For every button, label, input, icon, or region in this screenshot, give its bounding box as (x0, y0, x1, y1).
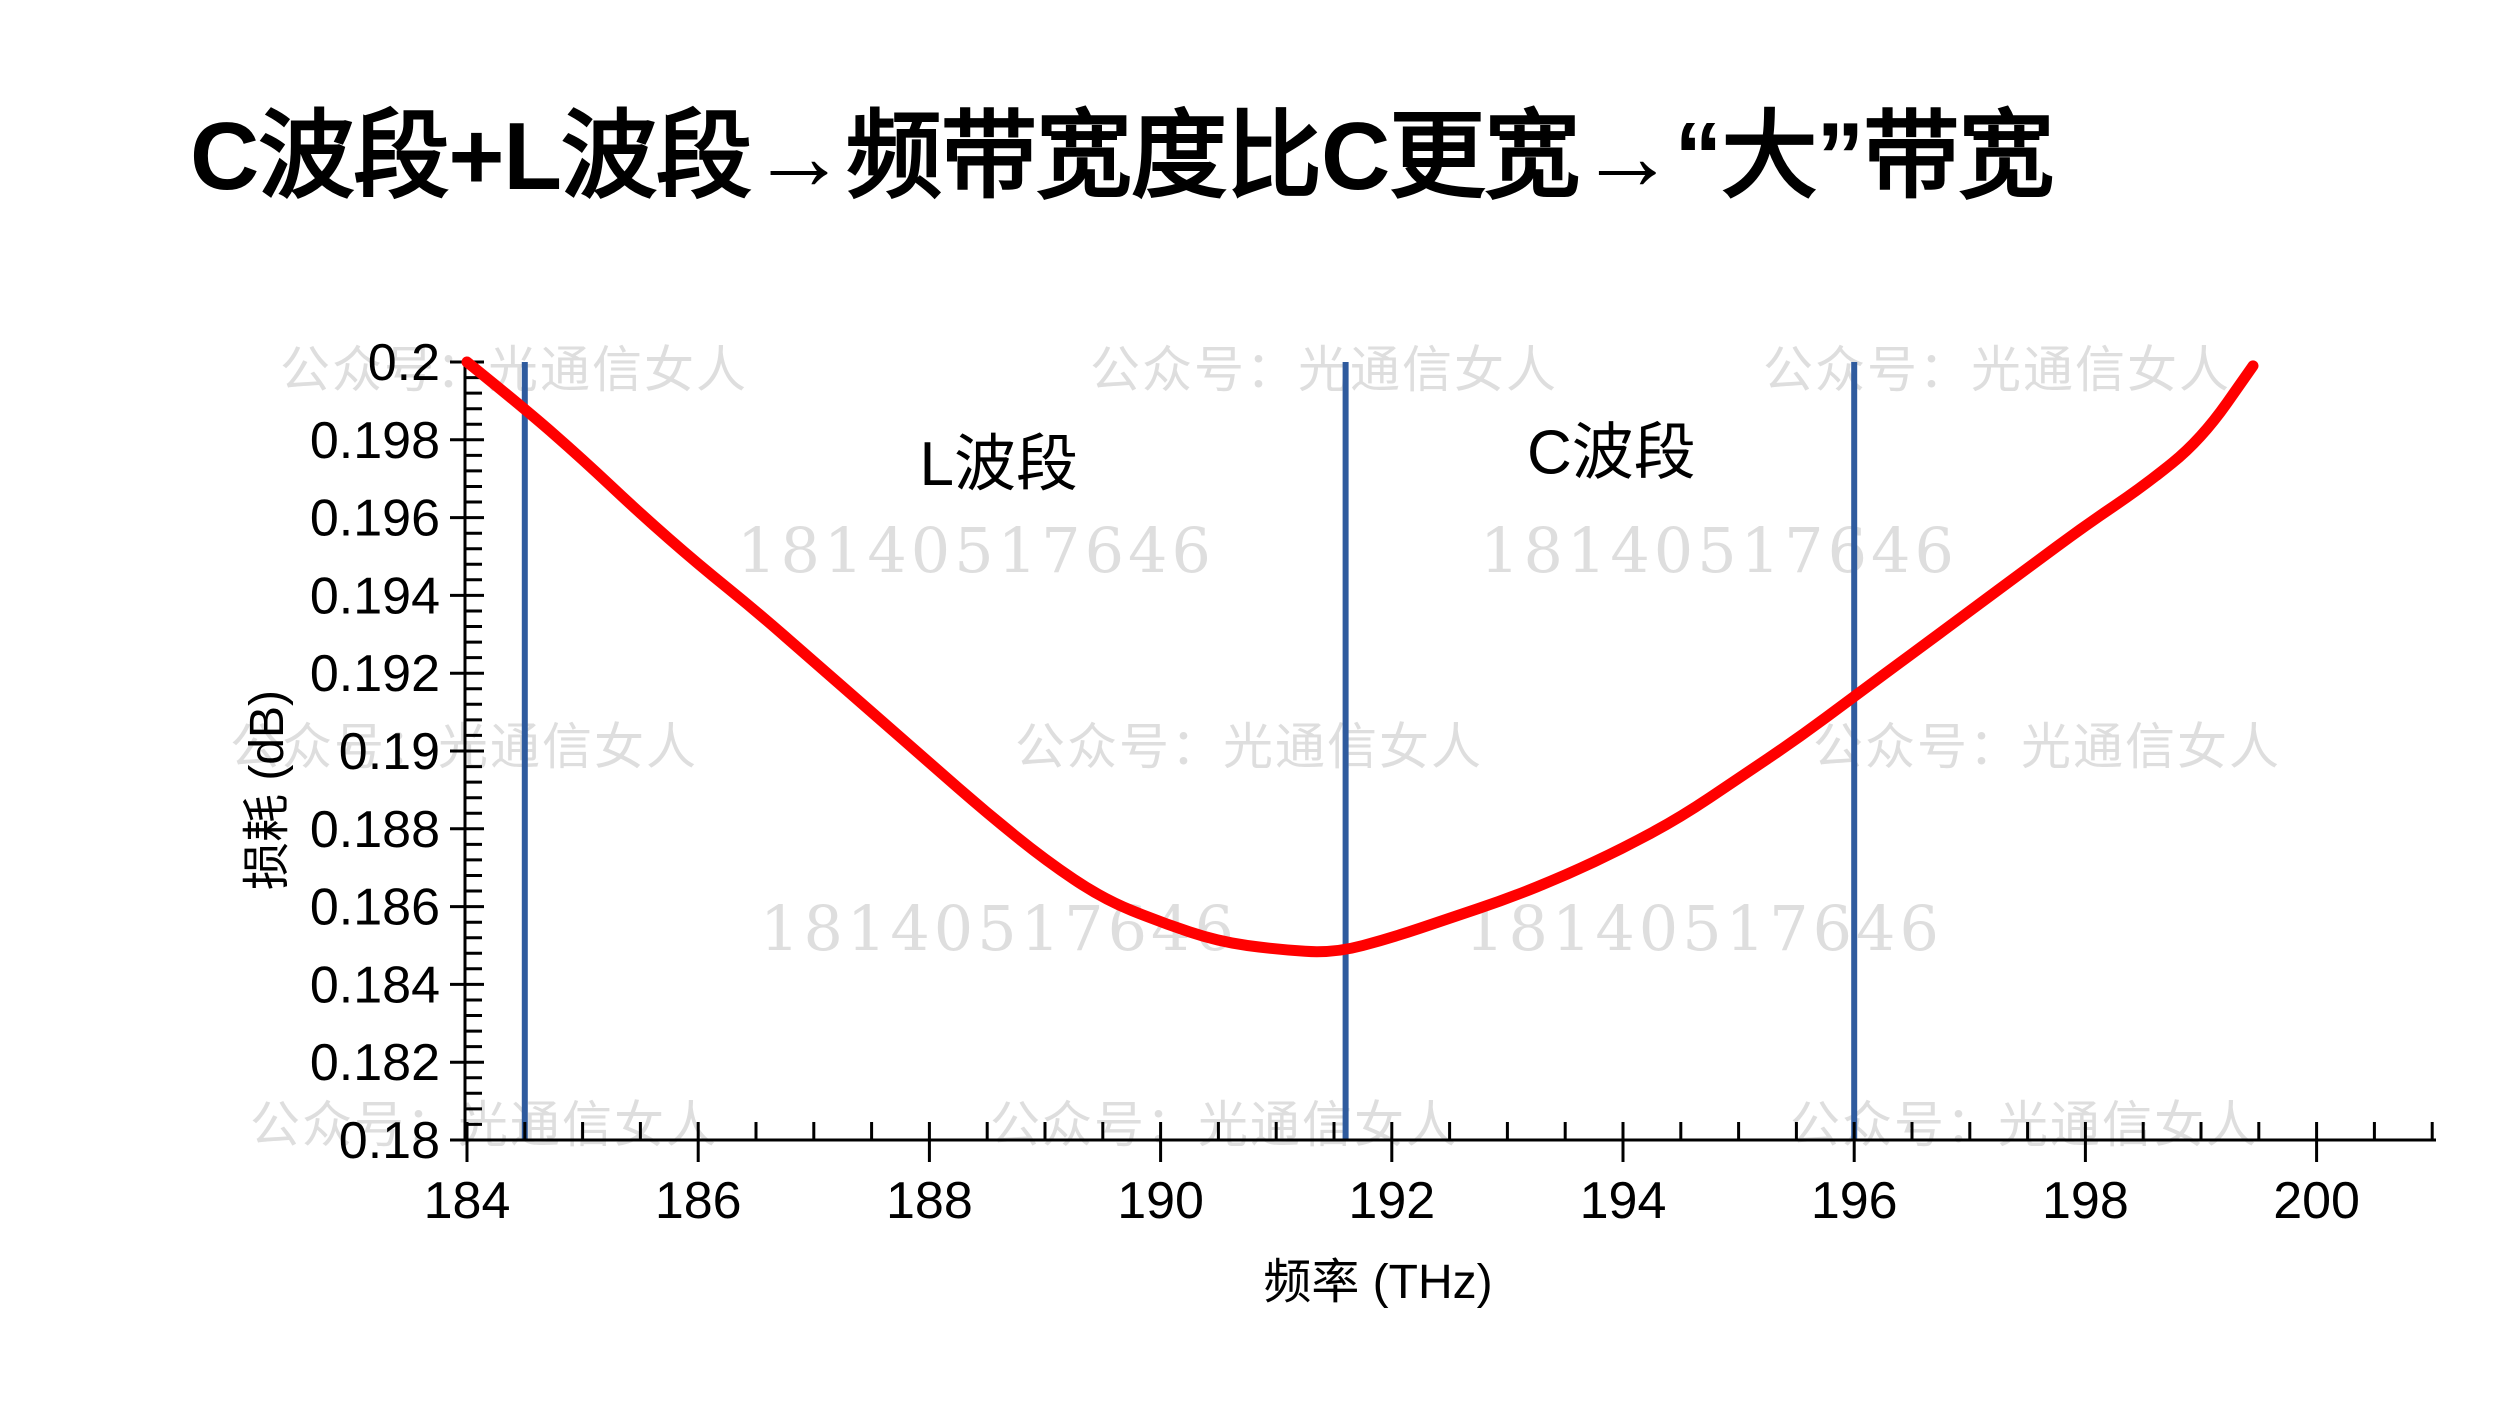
x-tick-label: 190 (1117, 1172, 1204, 1230)
x-axis-title: 频率 (THz) (1263, 1256, 1493, 1309)
y-tick-label: 0.194 (310, 567, 440, 625)
watermark-wechat-text: 公众号：光通信女人 (990, 1096, 1458, 1154)
watermark-wechat-text: 公众号：光通信女人 (1090, 341, 1558, 399)
y-tick-label: 0.2 (368, 334, 440, 392)
band-label-c: C波段 (1527, 419, 1696, 488)
y-tick-label: 0.192 (310, 645, 440, 703)
x-tick-label: 196 (1811, 1172, 1898, 1230)
x-tick-label: 200 (2273, 1172, 2360, 1230)
y-tick-label: 0.182 (310, 1034, 440, 1092)
watermark-wechat-text: 公众号：光通信女人 (1015, 718, 1483, 776)
y-tick-label: 0.18 (339, 1112, 440, 1170)
band-label-l: L波段 (920, 430, 1078, 499)
y-tick-label: 0.19 (339, 723, 440, 781)
y-tick-label: 0.198 (310, 412, 440, 470)
watermark-phone-text: 18140517646 (1465, 892, 1943, 965)
y-tick-label: 0.188 (310, 801, 440, 859)
y-tick-label: 0.186 (310, 879, 440, 937)
x-tick-label: 184 (424, 1172, 511, 1230)
watermark-wechat-text: 公众号：光通信女人 (1813, 718, 2281, 776)
watermark-phone-text: 18140517646 (737, 514, 1215, 587)
watermark-phone-text: 18140517646 (760, 892, 1238, 965)
watermark-phone-text: 18140517646 (1480, 514, 1958, 587)
x-tick-label: 194 (1580, 1172, 1667, 1230)
watermark-wechat-text: 公众号：光通信女人 (250, 1096, 718, 1154)
watermark-wechat-text: 公众号：光通信女人 (230, 718, 698, 776)
x-tick-label: 198 (2042, 1172, 2129, 1230)
page-title: C波段+L波段→频带宽度比C更宽→“大”带宽 (190, 103, 2054, 210)
y-tick-label: 0.196 (310, 490, 440, 548)
watermark-wechat-text: 公众号：光通信女人 (1763, 341, 2231, 399)
watermark-wechat-text: 公众号：光通信女人 (1790, 1096, 2258, 1154)
y-tick-label: 0.184 (310, 956, 440, 1014)
y-axis-title: 损耗 (dB) (241, 689, 294, 891)
x-tick-label: 188 (886, 1172, 973, 1230)
loss-curve (461, 356, 2259, 958)
x-tick-label: 186 (655, 1172, 742, 1230)
watermark-wechat-text: 公众号：光通信女人 (280, 341, 748, 399)
x-tick-label: 192 (1348, 1172, 1435, 1230)
